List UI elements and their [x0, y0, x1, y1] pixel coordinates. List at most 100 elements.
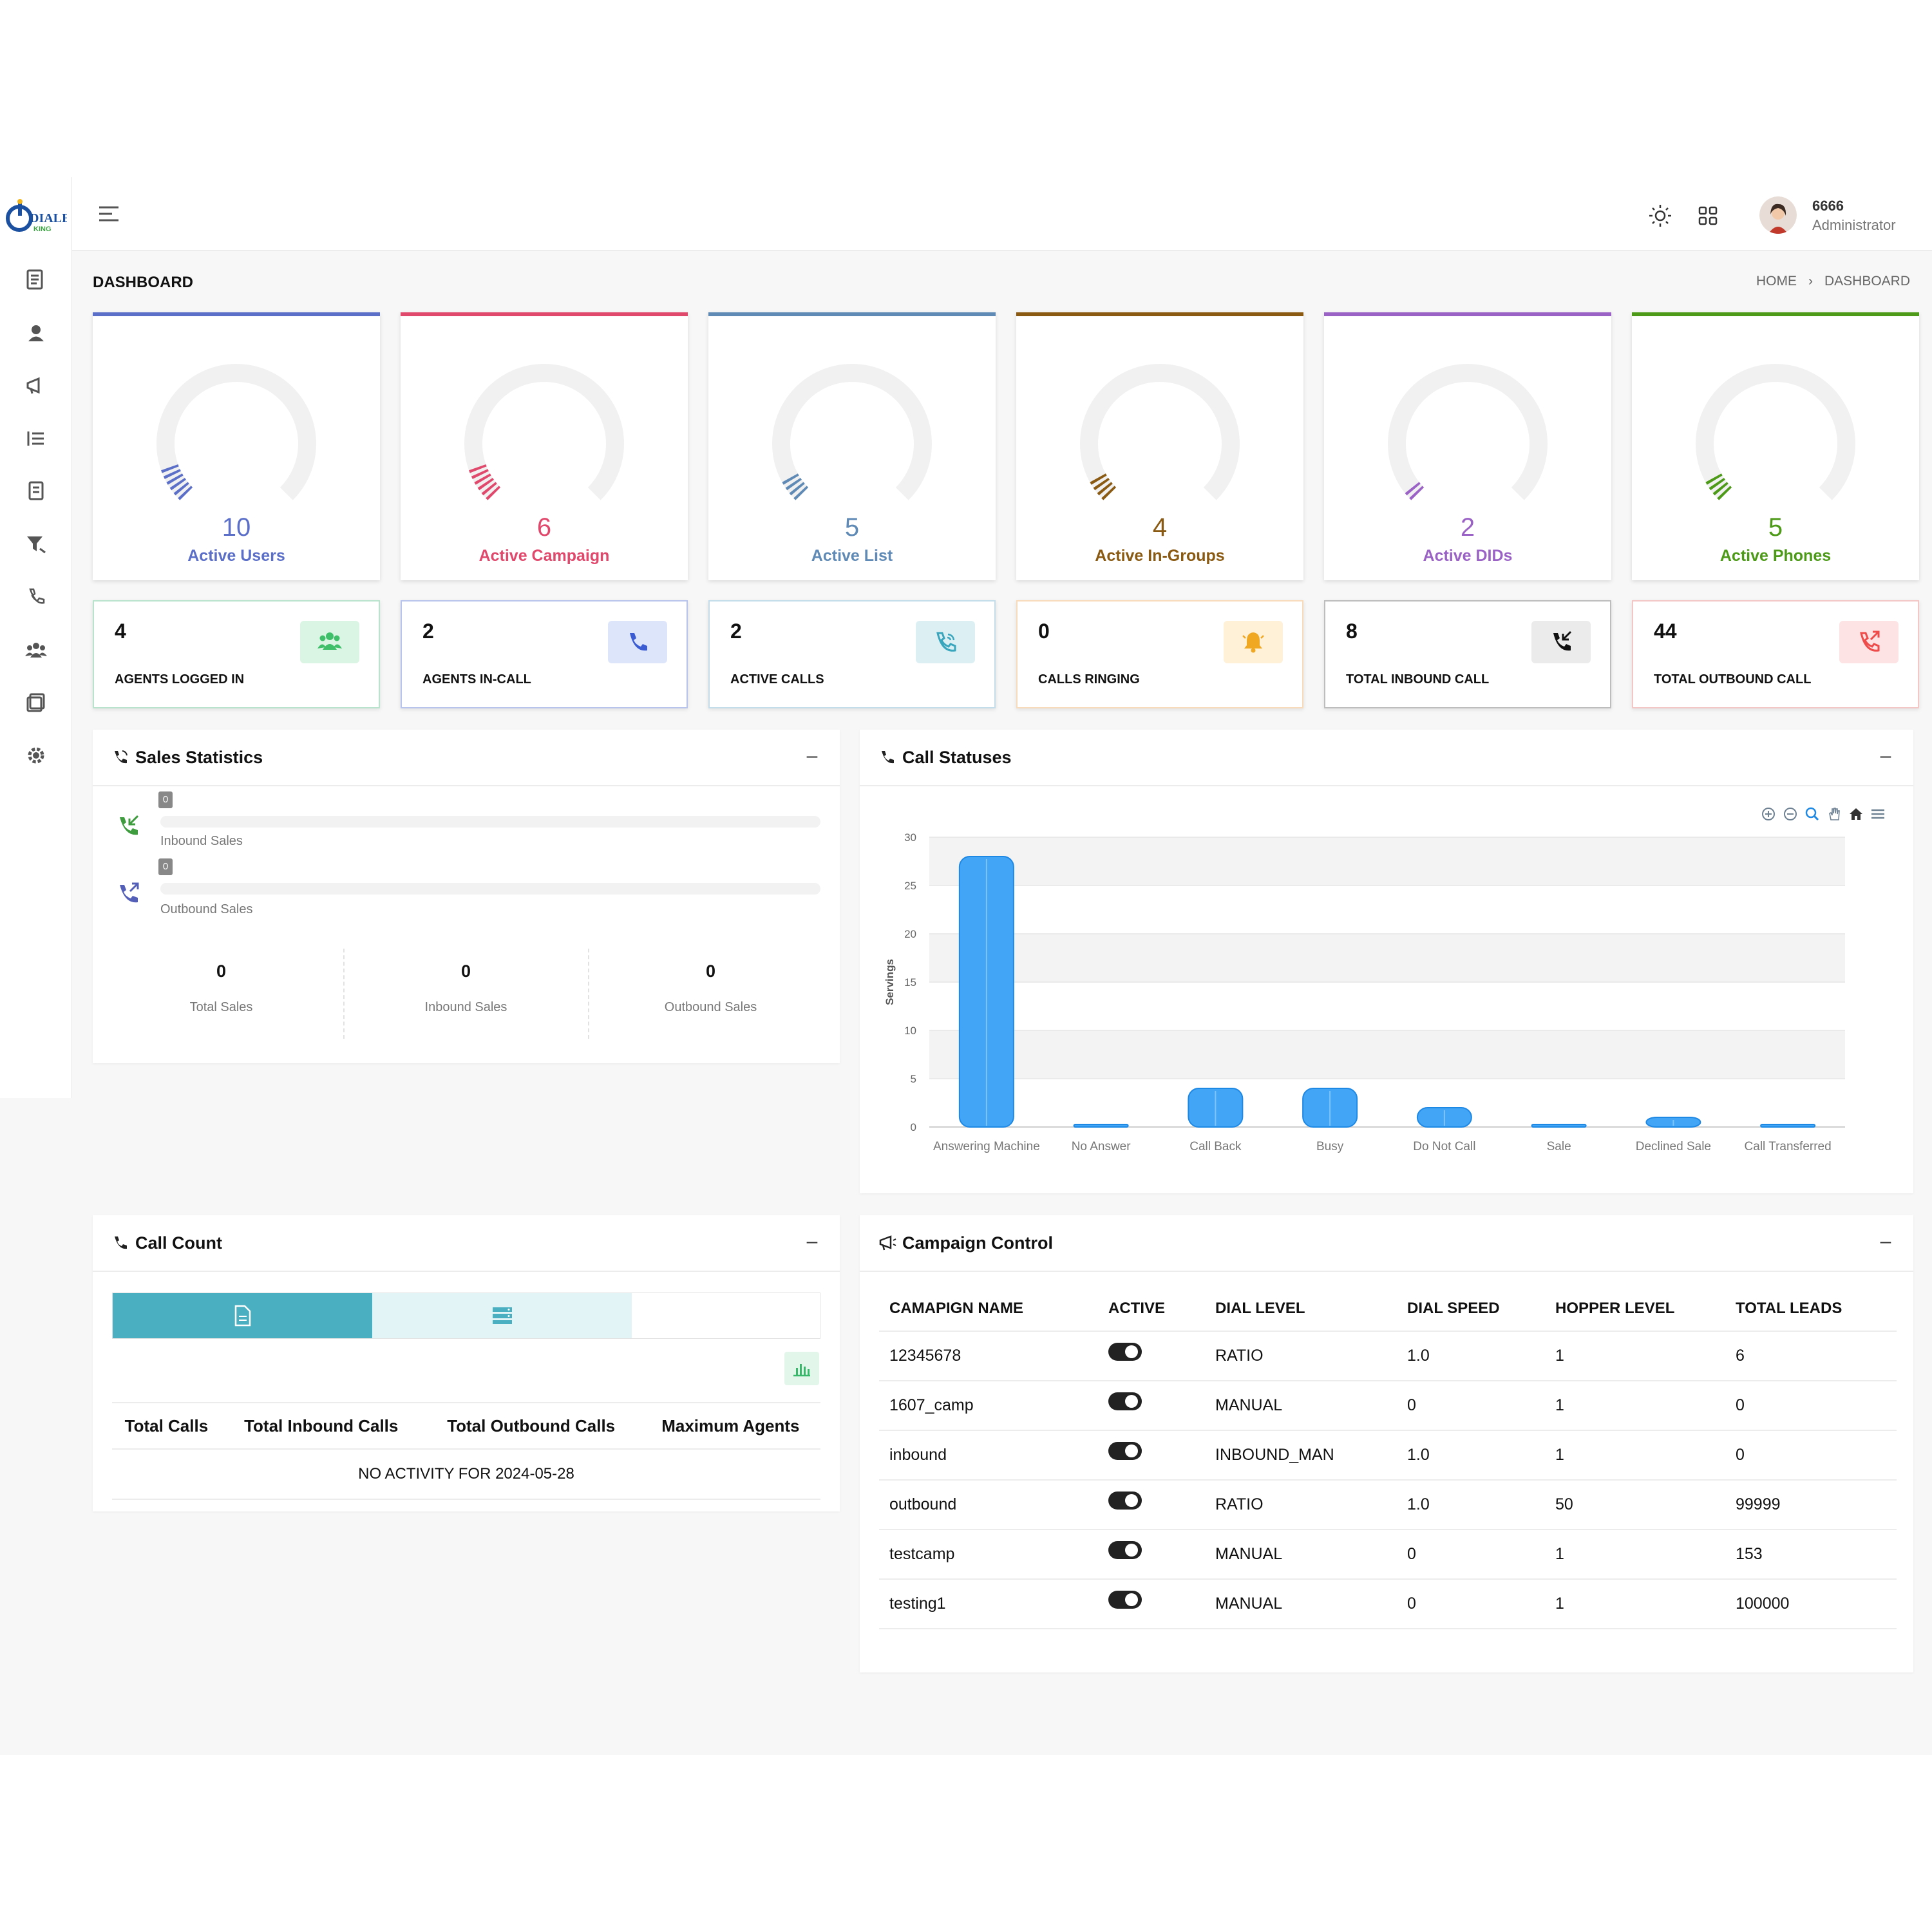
logo-sub: KING: [33, 225, 52, 233]
avatar: [1759, 196, 1797, 234]
sale-row-label: Outbound Sales: [160, 902, 253, 916]
tab-document[interactable]: [113, 1293, 372, 1338]
column-header: DIAL SPEED: [1397, 1286, 1545, 1332]
bell-icon: [1224, 621, 1283, 663]
logo-text: DIALER: [30, 211, 67, 225]
stat-card: 44 TOTAL OUTBOUND CALL: [1632, 600, 1919, 708]
gauge-card: 2 Active DIDs: [1324, 312, 1611, 580]
home-icon[interactable]: [1848, 806, 1864, 822]
active-cell: [1098, 1430, 1205, 1481]
gauge-ring: [772, 364, 932, 500]
nav-scripts-icon[interactable]: [23, 478, 49, 504]
zoom-out-icon[interactable]: [1782, 806, 1799, 822]
phone-icon: [879, 749, 896, 766]
table-row: inbound INBOUND_MAN 1.0 1 0: [879, 1430, 1897, 1481]
stat-value: 0: [216, 961, 227, 981]
stat-label: Total Sales: [189, 1000, 253, 1014]
sale-badge: 0: [158, 858, 173, 875]
stat-value: 0: [460, 961, 471, 981]
apps-grid-icon[interactable]: [1695, 203, 1721, 229]
panel-title: Call Statuses: [902, 748, 1012, 767]
stat-value: 0: [1038, 620, 1050, 643]
nav-reports-icon[interactable]: [23, 267, 49, 293]
gauge-track: [464, 364, 624, 500]
total-leads: 99999: [1725, 1480, 1897, 1530]
stat-card: 4 AGENTS LOGGED IN: [93, 600, 380, 708]
nav-archive-icon[interactable]: [23, 690, 49, 715]
divider: [343, 949, 345, 1039]
call-status-chart: 0 5 10 15 20 25 30 Servings Answering Machine No …: [884, 831, 1845, 1153]
nav-users-icon[interactable]: [23, 320, 49, 346]
pan-hand-icon[interactable]: [1826, 806, 1842, 822]
nav-settings-icon[interactable]: [23, 743, 49, 768]
nav-calls-icon[interactable]: [23, 584, 49, 610]
nav-groups-icon[interactable]: [23, 637, 49, 663]
nav-lists-icon[interactable]: [23, 426, 49, 451]
active-toggle[interactable]: [1108, 1392, 1142, 1411]
column-header: Total Outbound Calls: [421, 1402, 641, 1450]
dial-speed: 1.0: [1397, 1430, 1545, 1481]
active-toggle[interactable]: [1108, 1492, 1142, 1510]
gauge-card: 10 Active Users: [93, 312, 380, 580]
campaign-name: 1607_camp: [879, 1381, 1098, 1431]
panel-header: Sales Statistics –: [93, 730, 840, 786]
active-toggle[interactable]: [1108, 1442, 1142, 1461]
bar[interactable]: [1760, 1124, 1816, 1128]
campaign-table: CAMAPIGN NAME ACTIVE DIAL LEVEL DIAL SPE…: [879, 1286, 1897, 1629]
bar[interactable]: [1073, 1124, 1129, 1128]
table-row: 1607_camp MANUAL 0 1 0: [879, 1381, 1897, 1431]
menu-toggle-icon[interactable]: [98, 204, 121, 223]
breadcrumb-home-link[interactable]: HOME: [1756, 274, 1797, 289]
call-count-panel: Call Count – Total Calls Total Inbound C…: [93, 1215, 840, 1511]
bar-chart-icon: [793, 1364, 810, 1377]
column-header: DIAL LEVEL: [1205, 1286, 1397, 1332]
collapse-button[interactable]: –: [806, 1231, 818, 1252]
active-toggle[interactable]: [1108, 1541, 1142, 1560]
collapse-button[interactable]: –: [806, 745, 818, 766]
megaphone-icon: [879, 1235, 896, 1251]
sidebar: DIALER KING: [0, 177, 80, 1098]
app-logo[interactable]: DIALER KING: [5, 196, 80, 235]
gauge-card: 5 Active List: [708, 312, 996, 580]
campaign-name: testcamp: [879, 1530, 1098, 1580]
gauge-label: Active In-Groups: [1095, 547, 1225, 565]
chart-menu-icon[interactable]: [1870, 806, 1886, 822]
nav-campaigns-icon[interactable]: [23, 373, 49, 399]
x-tick-label: Answering Machine: [933, 1140, 1040, 1153]
zoom-in-icon[interactable]: [1760, 806, 1777, 822]
nav-filters-icon[interactable]: [23, 531, 49, 557]
top-bar: 6666 Administrator: [72, 177, 1932, 251]
collapse-button[interactable]: –: [1880, 1231, 1891, 1252]
sale-row-label: Inbound Sales: [160, 834, 243, 848]
sun-icon[interactable]: [1647, 203, 1673, 229]
phone-volume-icon: [916, 621, 975, 663]
hopper-level: 1: [1545, 1381, 1725, 1431]
y-tick-label: 0: [911, 1121, 916, 1133]
call-count-table: Total Calls Total Inbound Calls Total Ou…: [112, 1402, 820, 1500]
gauge-fill: [1705, 473, 1732, 500]
campaign-name: 12345678: [879, 1331, 1098, 1381]
gauge-ring: [1080, 364, 1240, 500]
active-cell: [1098, 1480, 1205, 1530]
user-menu[interactable]: 6666 Administrator: [1759, 191, 1927, 239]
panel-title: Call Count: [135, 1233, 222, 1253]
total-leads: 153: [1725, 1530, 1897, 1580]
x-tick-label: Call Transferred: [1745, 1140, 1832, 1153]
inbound-sales-stat: 0 Inbound Sales: [344, 949, 588, 1039]
phone-incoming-icon: [1531, 621, 1591, 663]
table-row: testing1 MANUAL 0 1 100000: [879, 1579, 1897, 1629]
column-header: CAMAPIGN NAME: [879, 1286, 1098, 1332]
active-toggle[interactable]: [1108, 1591, 1142, 1609]
dial-level: MANUAL: [1205, 1381, 1397, 1431]
bar[interactable]: [1531, 1124, 1587, 1128]
gauge-value: 2: [1460, 513, 1475, 542]
active-toggle[interactable]: [1108, 1343, 1142, 1361]
y-tick-label: 10: [904, 1025, 916, 1037]
bar-chart-button[interactable]: [784, 1352, 819, 1385]
collapse-button[interactable]: –: [1880, 745, 1891, 766]
zoom-selection-icon[interactable]: [1804, 806, 1821, 822]
tab-server[interactable]: [372, 1293, 632, 1338]
stat-card: 8 TOTAL INBOUND CALL: [1324, 600, 1611, 708]
gauge-fill: [1090, 473, 1117, 500]
campaign-name: inbound: [879, 1430, 1098, 1481]
